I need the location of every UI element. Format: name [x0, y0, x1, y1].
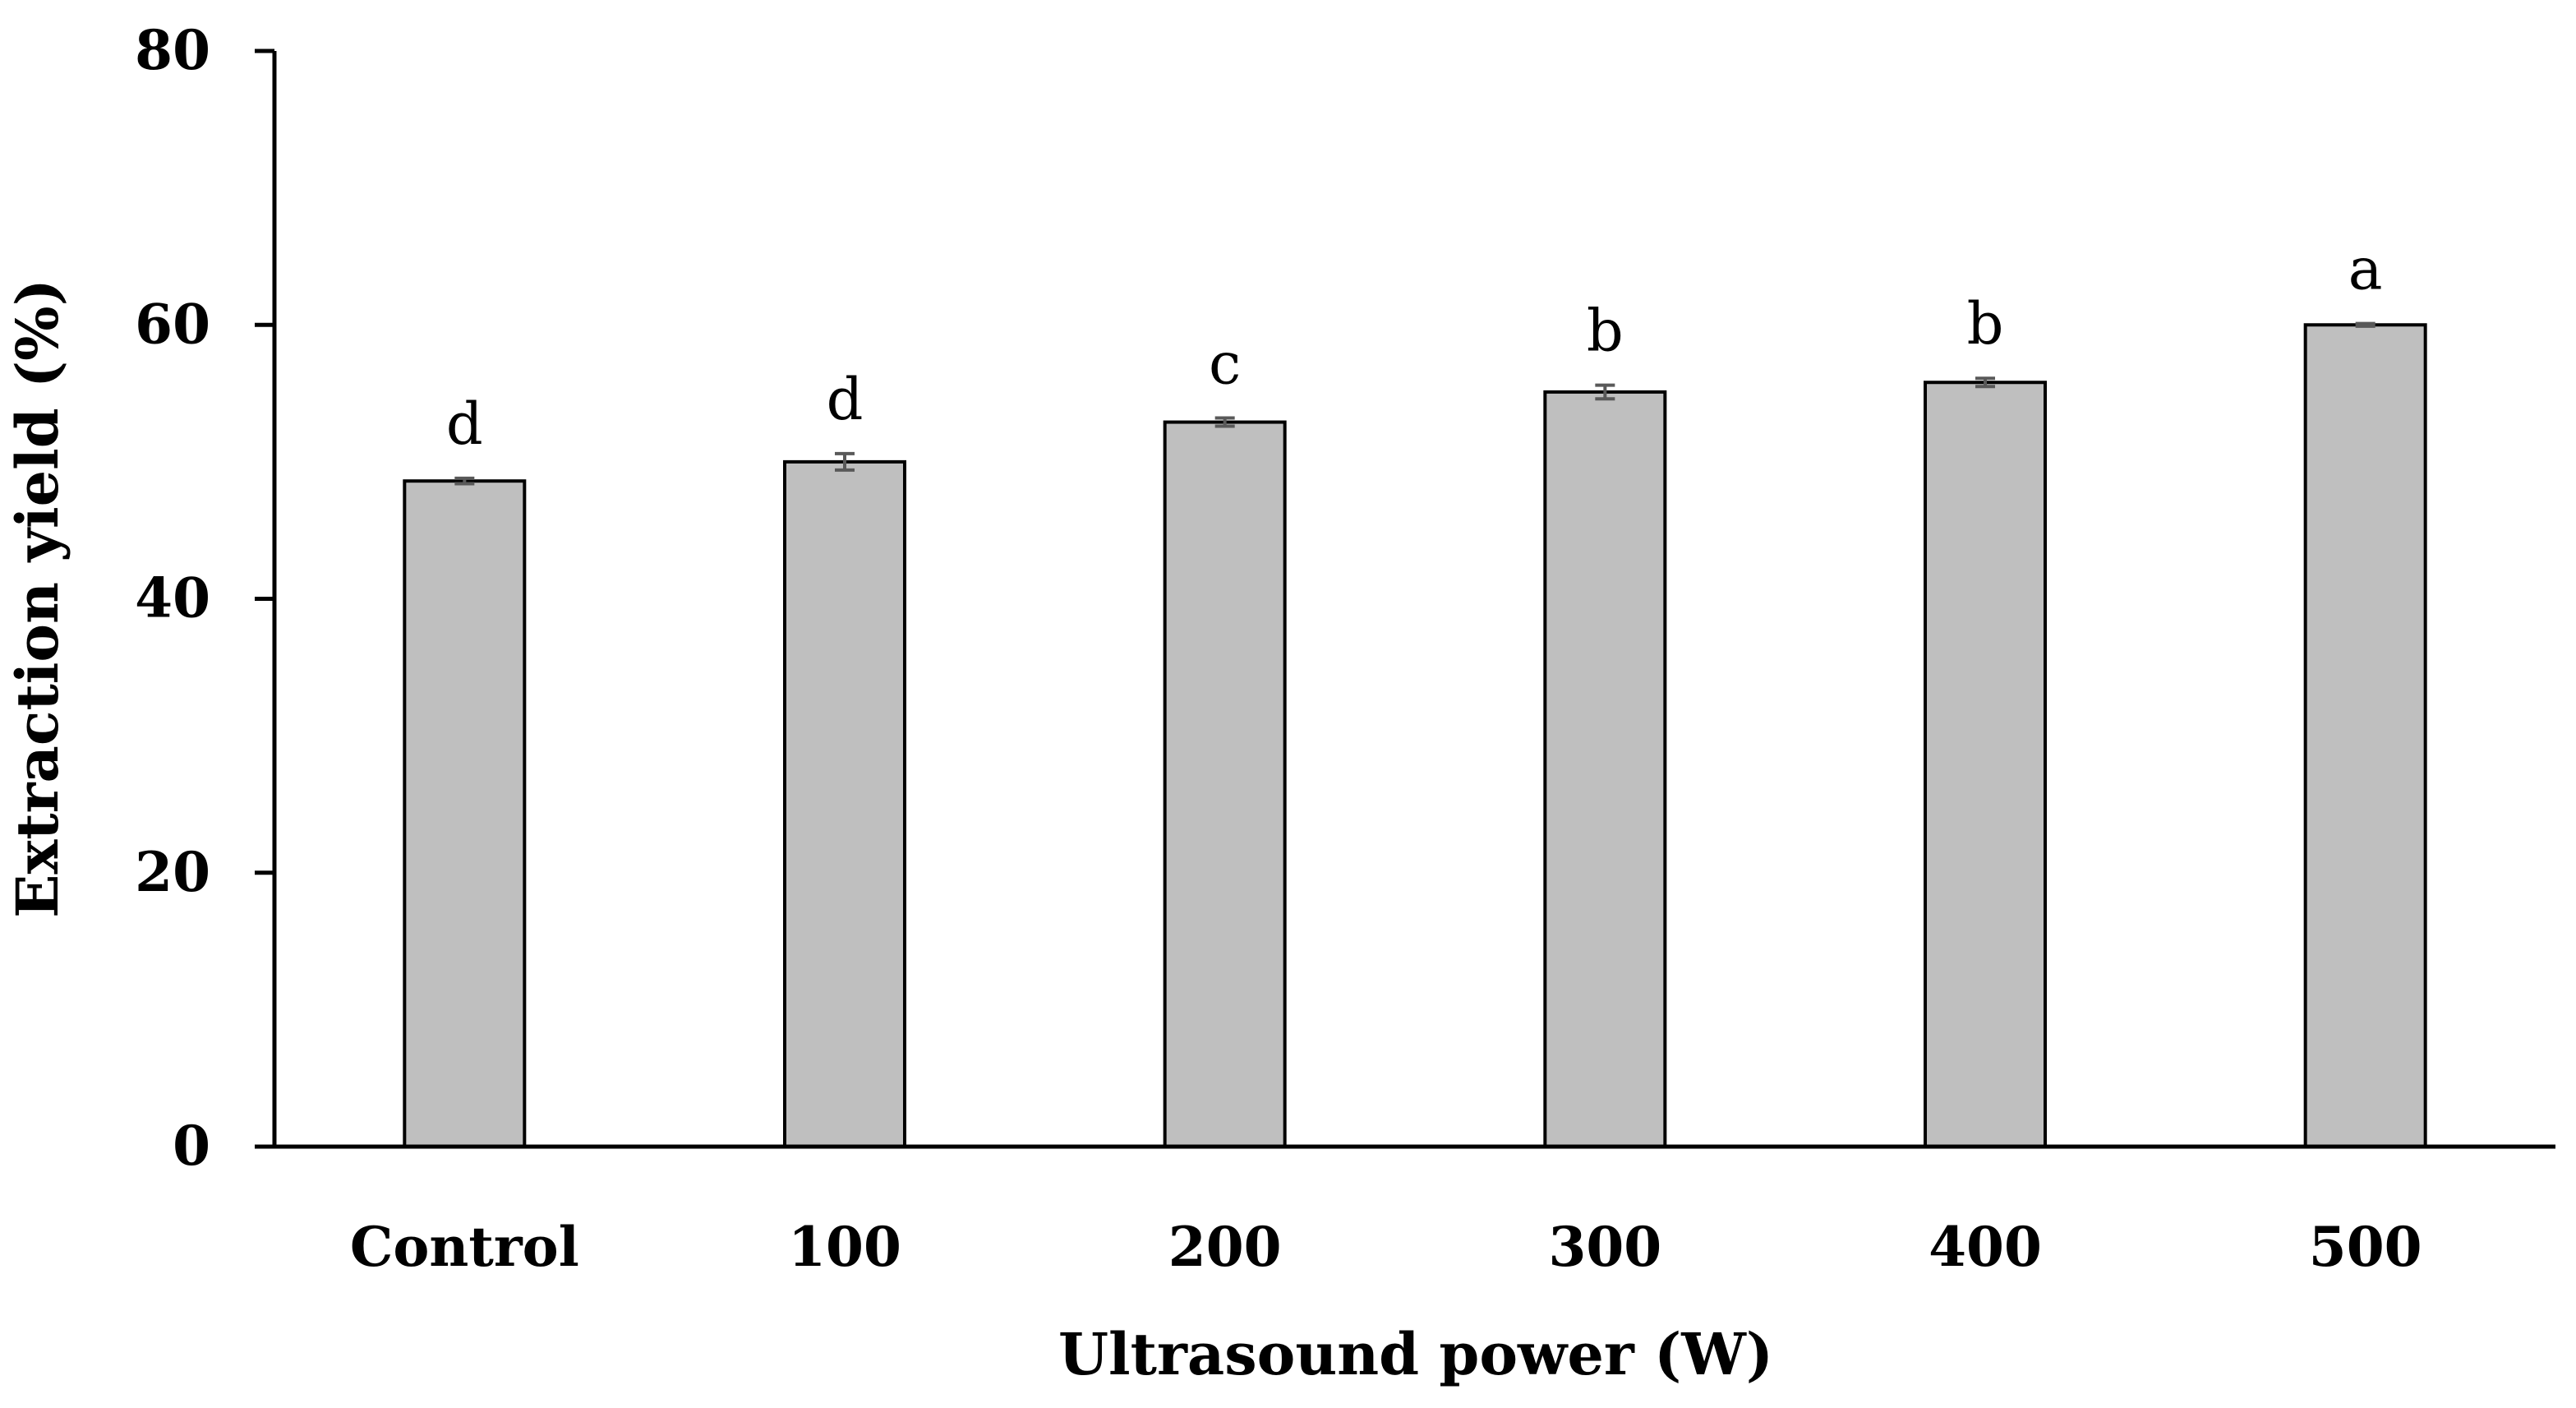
x-tick-labels-group: Control 100 200 300 400 500 [350, 1215, 2422, 1279]
bar-200 [1163, 420, 1287, 1148]
bar-400 [1924, 381, 2047, 1149]
y-tick-label-80: 80 [135, 18, 210, 82]
y-tick-label-40: 40 [135, 566, 210, 630]
axes-group [255, 48, 2555, 1149]
bar-500 [2303, 323, 2427, 1148]
x-axis-title: Ultrasound power (W) [1058, 1320, 1773, 1388]
significance-letter-500: a [2348, 236, 2383, 303]
y-tick-label-20: 20 [135, 840, 210, 904]
y-tick-label-60: 60 [135, 292, 210, 356]
bars-group [403, 323, 2427, 1149]
x-tick-label-300: 300 [1548, 1215, 1661, 1279]
bar-control [403, 479, 527, 1148]
significance-letter-300: b [1587, 298, 1624, 365]
y-axis-title: Extraction yield (%) [3, 279, 71, 918]
bar-300 [1543, 390, 1667, 1148]
y-tick-label-0: 0 [173, 1114, 210, 1178]
significance-letter-control: d [446, 390, 483, 458]
x-tick-label-400: 400 [1929, 1215, 2042, 1279]
x-tick-label-100: 100 [788, 1215, 901, 1279]
bar-100 [783, 459, 906, 1148]
significance-letter-200: c [1209, 330, 1241, 398]
significance-letter-100: d [827, 366, 864, 433]
x-tick-label-200: 200 [1168, 1215, 1282, 1279]
x-tick-label-control: Control [350, 1215, 579, 1279]
y-tick-labels-group: 0 20 40 60 80 [135, 18, 210, 1178]
significance-letter-400: b [1967, 290, 2004, 358]
x-tick-label-500: 500 [2309, 1215, 2422, 1279]
error-bars-group [454, 321, 2376, 486]
significance-letters-group: d d c b b a [446, 236, 2383, 458]
